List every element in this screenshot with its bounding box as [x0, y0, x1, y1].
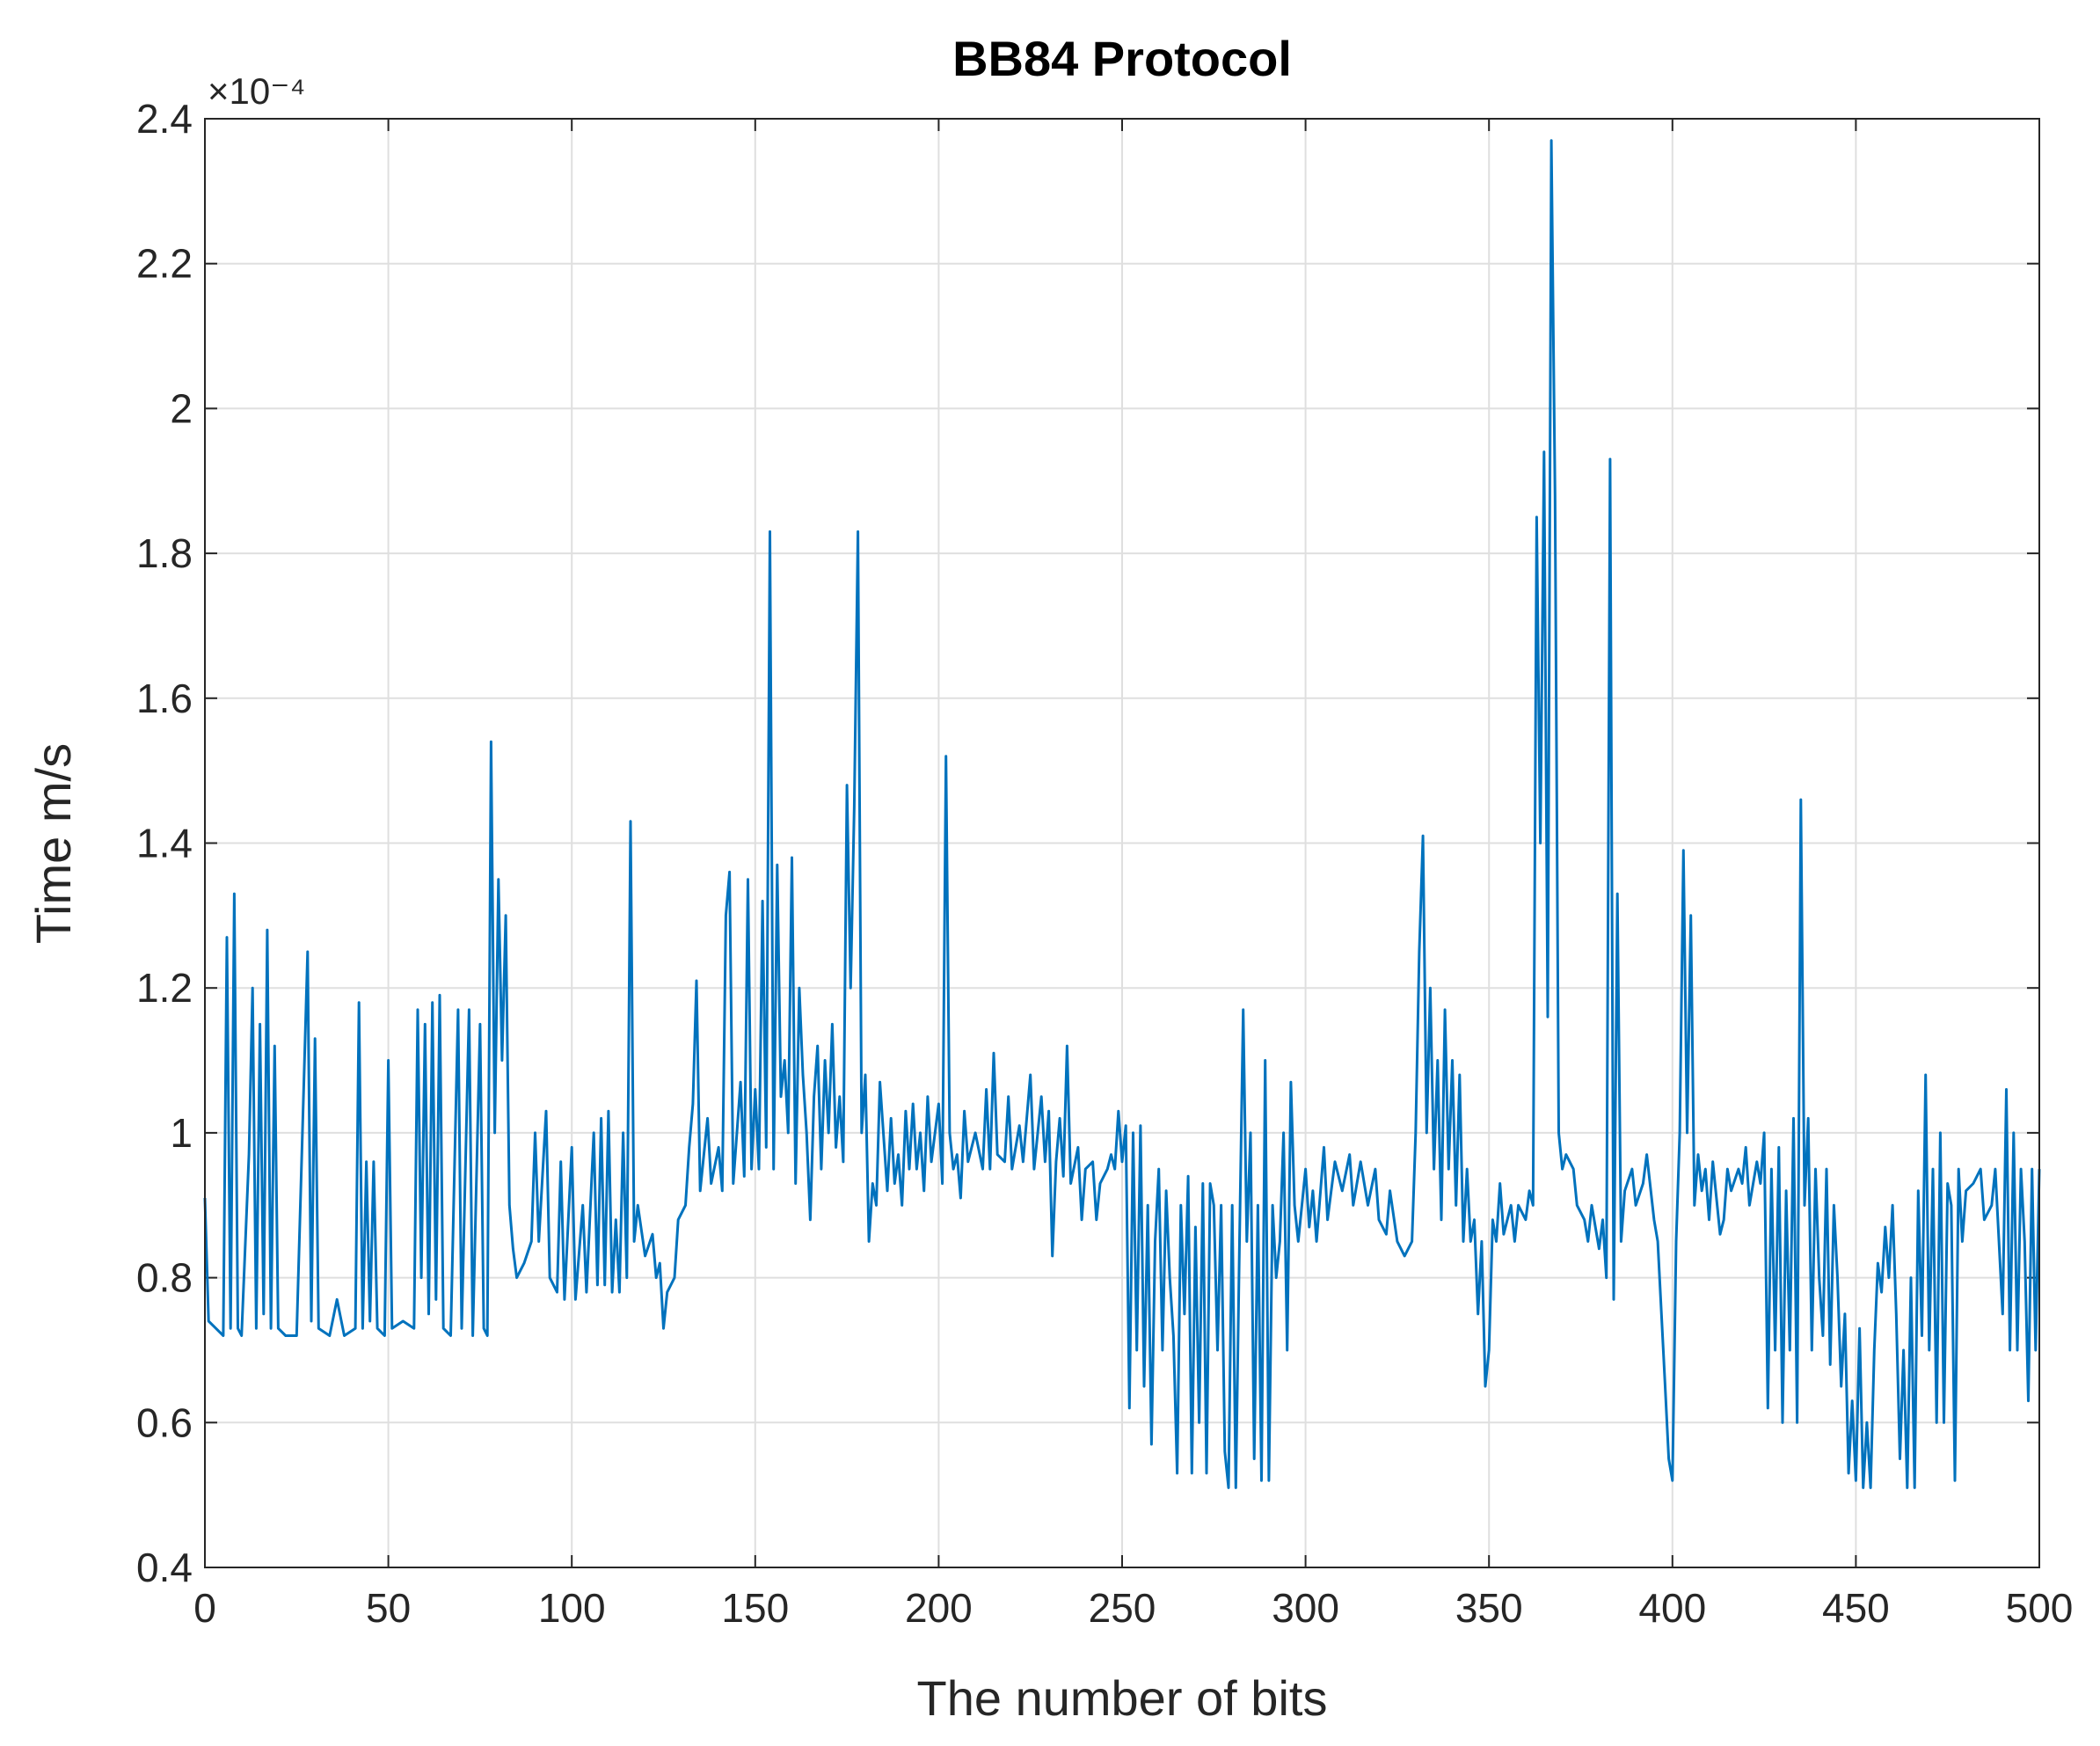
y-tick-label: 0.8 — [136, 1255, 193, 1301]
x-tick-label: 350 — [1455, 1585, 1523, 1631]
y-tick-label: 1.6 — [136, 676, 193, 721]
y-axis-label: Time m/s — [26, 743, 81, 944]
x-tick-label: 250 — [1089, 1585, 1156, 1631]
y-tick-label: 2 — [170, 385, 193, 431]
y-tick-label: 1.2 — [136, 965, 193, 1011]
x-tick-label: 500 — [2006, 1585, 2074, 1631]
x-tick-label: 200 — [905, 1585, 973, 1631]
x-tick-label: 450 — [1822, 1585, 1890, 1631]
x-tick-label: 400 — [1638, 1585, 1706, 1631]
y-tick-label: 0.4 — [136, 1545, 193, 1590]
y-tick-label: 2.4 — [136, 96, 193, 142]
y-tick-label: 1.4 — [136, 821, 193, 866]
x-tick-label: 300 — [1272, 1585, 1339, 1631]
y-tick-label: 2.2 — [136, 241, 193, 287]
x-tick-label: 50 — [366, 1585, 411, 1631]
x-tick-label: 0 — [193, 1585, 216, 1631]
y-tick-label: 1.8 — [136, 530, 193, 576]
chart-title: BB84 Protocol — [952, 31, 1292, 86]
y-scale-label: ×10⁻⁴ — [208, 70, 305, 112]
plot-frame — [204, 118, 2040, 1568]
x-tick-label: 150 — [721, 1585, 789, 1631]
data-line — [203, 139, 2041, 1489]
x-axis-label: The number of bits — [917, 1670, 1328, 1726]
y-tick-label: 0.6 — [136, 1399, 193, 1445]
y-tick-label: 1 — [170, 1110, 193, 1156]
x-tick-label: 100 — [538, 1585, 606, 1631]
